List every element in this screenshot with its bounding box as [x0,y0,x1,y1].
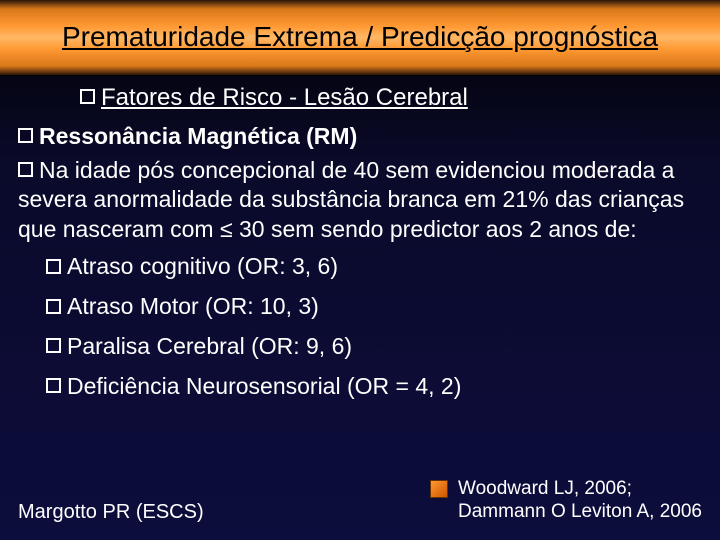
heading-text: Ressonância Magnética (RM) [39,123,357,149]
list-item-text: Paralisa Cerebral (OR: 9, 6) [67,333,352,359]
list-item-text: Deficiência Neurosensorial (OR = 4, 2) [67,373,461,399]
heading-row: Ressonância Magnética (RM) [18,122,702,152]
bullet-icon [46,338,61,353]
subtitle-row: Fatores de Risco - Lesão Cerebral [18,84,702,112]
list-item: Atraso Motor (OR: 10, 3) [18,292,702,322]
list-item: Paralisa Cerebral (OR: 9, 6) [18,332,702,362]
outcome-list: Atraso cognitivo (OR: 3, 6) Atraso Motor… [18,252,702,402]
content-area: Fatores de Risco - Lesão Cerebral Resson… [0,76,720,402]
footer-references: Woodward LJ, 2006; Dammann O Leviton A, … [430,477,702,525]
bullet-icon [18,162,33,177]
paragraph-text: Na idade pós concepcional de 40 sem evid… [18,157,684,242]
footer: Margotto PR (ESCS) Woodward LJ, 2006; Da… [0,477,720,525]
title-bar: Prematuridade Extrema / Predicção prognó… [0,0,720,76]
reference-line: Woodward LJ, 2006; [458,477,702,501]
list-item-text: Atraso cognitivo (OR: 3, 6) [67,253,338,279]
footer-author: Margotto PR (ESCS) [18,501,204,524]
list-item-text: Atraso Motor (OR: 10, 3) [67,293,319,319]
bullet-icon [80,89,95,104]
bullet-icon [46,299,61,314]
paragraph-row: Na idade pós concepcional de 40 sem evid… [18,156,702,244]
bullet-icon [18,128,33,143]
bullet-icon [46,378,61,393]
subtitle-text: Fatores de Risco - Lesão Cerebral [101,84,468,111]
slide-title: Prematuridade Extrema / Predicção prognó… [62,22,658,53]
list-item: Deficiência Neurosensorial (OR = 4, 2) [18,372,702,402]
reference-icon [430,480,448,498]
reference-text-block: Woodward LJ, 2006; Dammann O Leviton A, … [458,477,702,525]
bullet-icon [46,259,61,274]
reference-line: Dammann O Leviton A, 2006 [458,500,702,524]
list-item: Atraso cognitivo (OR: 3, 6) [18,252,702,282]
